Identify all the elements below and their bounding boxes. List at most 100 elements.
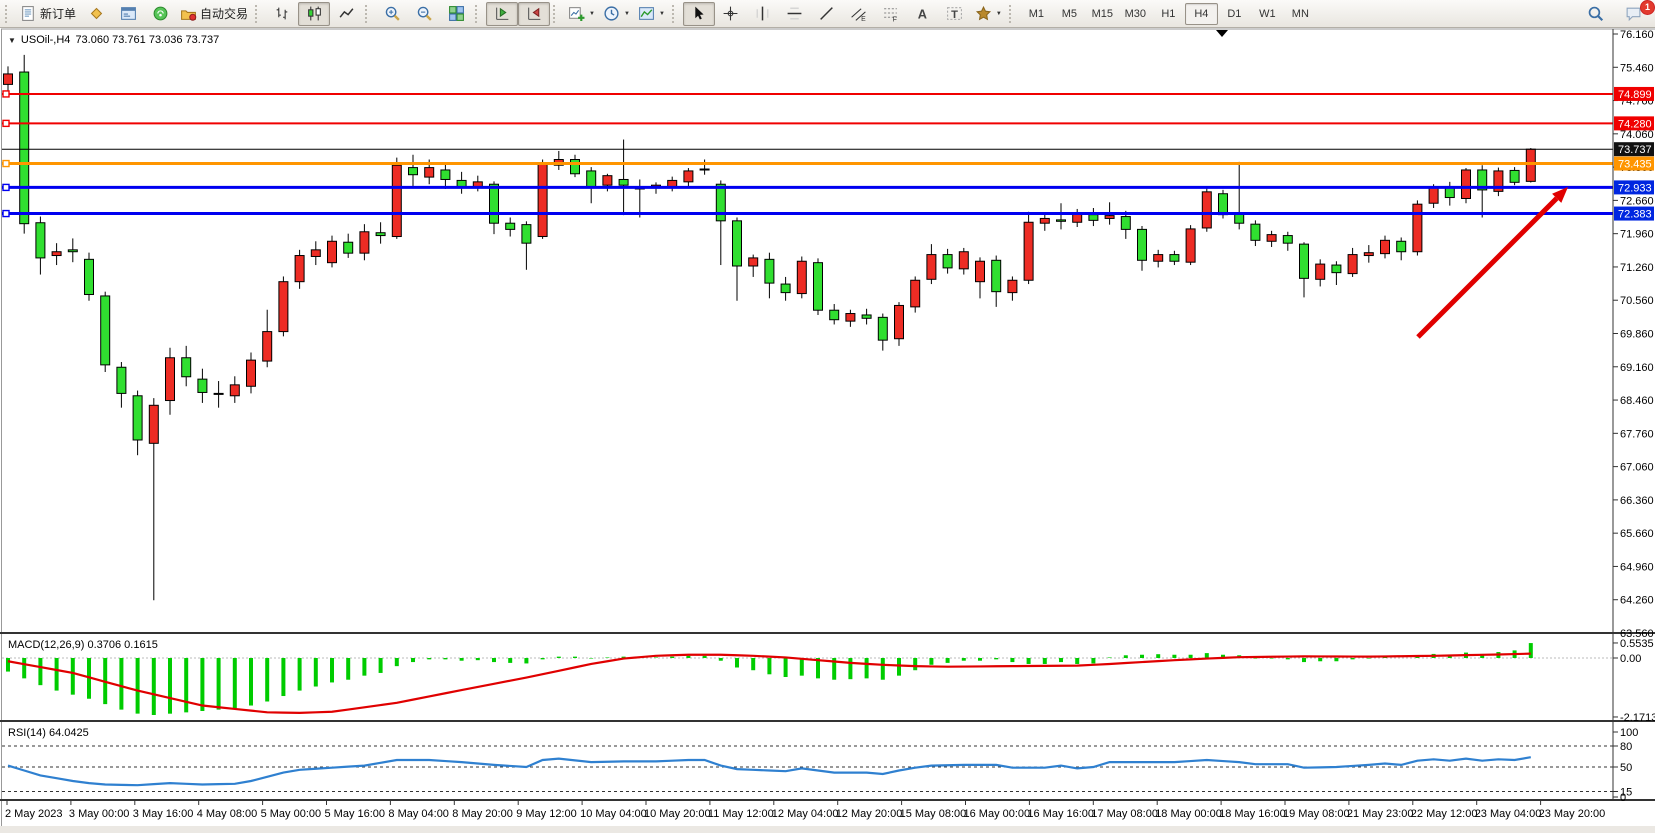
- svg-text:F: F: [893, 16, 897, 22]
- candle-body: [796, 260, 807, 295]
- time-tick-label: 18 May 00:00: [1155, 808, 1222, 820]
- periods-button[interactable]: ▼: [599, 2, 634, 26]
- time-tick-label: 10 May 20:00: [644, 808, 711, 820]
- chevron-down-icon[interactable]: ▼: [995, 10, 1002, 17]
- chevron-down-icon[interactable]: ▼: [589, 10, 595, 17]
- candle-body: [521, 224, 532, 244]
- tile-windows-button[interactable]: [440, 2, 472, 26]
- candle-body: [472, 181, 483, 188]
- line-chart-button[interactable]: [330, 2, 362, 26]
- alerts-button[interactable]: [144, 2, 176, 26]
- hline-objects-layer[interactable]: [2, 90, 1613, 218]
- candle-body: [489, 183, 499, 224]
- chart-shift-button[interactable]: [518, 1, 551, 26]
- rsi-scale-label: 0: [1620, 792, 1626, 804]
- new-order-button[interactable]: 新订单: [16, 2, 80, 26]
- candle-body: [586, 170, 597, 188]
- autotrading-button[interactable]: 自动交易: [176, 2, 252, 26]
- new-chart-icon: [568, 5, 585, 22]
- bar-chart-button[interactable]: [266, 2, 298, 26]
- timeframe-m30[interactable]: M30: [1124, 7, 1147, 20]
- zoom-out-button[interactable]: [408, 2, 440, 26]
- toolbar-group-handle[interactable]: [1008, 4, 1015, 23]
- search-button[interactable]: [1579, 2, 1611, 26]
- price-tick-label: 67.060: [1620, 462, 1654, 474]
- trendline-button[interactable]: [811, 2, 843, 26]
- notifications-button[interactable]: 1: [1617, 0, 1655, 26]
- candle-body: [1461, 169, 1471, 199]
- chevron-down-icon[interactable]: ▼: [658, 10, 665, 17]
- shapes-button[interactable]: ▼: [971, 2, 1006, 26]
- timeframe-mn[interactable]: MN: [1291, 7, 1309, 20]
- timeframe-w1[interactable]: W1: [1259, 7, 1276, 20]
- price-tick-label: 71.260: [1620, 262, 1654, 274]
- arrow-annotation[interactable]: [1416, 187, 1568, 339]
- charts-button[interactable]: [80, 2, 112, 26]
- candle-body: [294, 255, 305, 283]
- toolbar-group-handle[interactable]: [553, 4, 559, 23]
- toolbar-group-handle[interactable]: [5, 4, 11, 23]
- timeframe-m5[interactable]: M5: [1061, 7, 1077, 20]
- candle-body: [618, 178, 629, 186]
- crosshair-button[interactable]: [715, 2, 747, 26]
- candle-body: [343, 241, 354, 254]
- candle-body: [19, 71, 30, 225]
- candle-body: [1234, 213, 1245, 224]
- new-chart-button[interactable]: ▼: [564, 2, 599, 26]
- cursor-button[interactable]: [682, 1, 715, 26]
- rsi-line: [7, 756, 1531, 787]
- price-tick-label: 72.660: [1620, 195, 1654, 207]
- candle-body: [1266, 234, 1277, 242]
- candle-body: [132, 395, 143, 441]
- candle-body: [1185, 228, 1196, 263]
- time-tick-label: 15 May 08:00: [900, 808, 967, 820]
- chevron-down-icon[interactable]: ▼: [623, 10, 630, 17]
- rsi-scale-label: 50: [1620, 762, 1632, 774]
- candle-body: [1088, 214, 1099, 221]
- timeframe-m1[interactable]: M1: [1028, 7, 1044, 20]
- candle-body: [894, 304, 904, 340]
- chart-collapse-icon[interactable]: ▼: [8, 35, 16, 45]
- auto-scroll-button[interactable]: [486, 1, 519, 26]
- candle-body: [537, 162, 548, 238]
- price-tick-label: 64.260: [1620, 595, 1654, 607]
- fibonacci-button[interactable]: F: [875, 2, 907, 26]
- timeframe-h1[interactable]: H1: [1161, 7, 1176, 20]
- zoom-in-button[interactable]: [376, 2, 408, 26]
- label-button[interactable]: T: [939, 2, 971, 26]
- text-button[interactable]: A: [907, 2, 939, 26]
- timeframe-h4[interactable]: H4: [1184, 2, 1218, 25]
- notification-badge: 1: [1640, 0, 1655, 15]
- candle-body: [877, 316, 888, 341]
- candle-body: [1509, 169, 1520, 183]
- toolbar-group-handle[interactable]: [475, 4, 481, 23]
- toolbar-group-handle[interactable]: [671, 4, 678, 23]
- candles-icon: [306, 5, 323, 22]
- price-tick-label: 75.460: [1620, 62, 1654, 74]
- candle-body: [1315, 263, 1326, 280]
- vertical-line-button[interactable]: [747, 2, 779, 26]
- candlestick-button[interactable]: [298, 1, 331, 26]
- chart-shift-icon: [526, 5, 543, 22]
- resistance-line-1-anchor: [2, 90, 10, 98]
- time-tick-label: 23 May 04:00: [1475, 808, 1542, 820]
- candle-body: [1104, 215, 1115, 219]
- candle-body: [1493, 170, 1504, 192]
- autotrading-icon: [180, 5, 197, 22]
- horizontal-line-button[interactable]: [779, 2, 811, 26]
- toolbar-group-handle[interactable]: [365, 4, 371, 23]
- templates-button[interactable]: ▼: [634, 2, 669, 26]
- timeframe-d1[interactable]: D1: [1227, 7, 1242, 20]
- time-tick-label: 22 May 12:00: [1411, 808, 1478, 820]
- candle-body: [84, 258, 94, 296]
- candle-body: [942, 254, 953, 269]
- channel-button[interactable]: E: [843, 2, 875, 26]
- timeframe-m15[interactable]: M15: [1091, 7, 1114, 20]
- time-tick-label: 12 May 04:00: [772, 808, 839, 820]
- toolbar-group-handle[interactable]: [255, 4, 261, 23]
- price-tick-label: 63.560: [1620, 628, 1654, 640]
- rsi-scale-label: 80: [1620, 741, 1632, 753]
- terminal-button[interactable]: [112, 2, 144, 26]
- candle-body: [1007, 279, 1018, 294]
- chart-canvas[interactable]: 76.16075.46074.76074.06073.36072.66071.9…: [0, 28, 1655, 833]
